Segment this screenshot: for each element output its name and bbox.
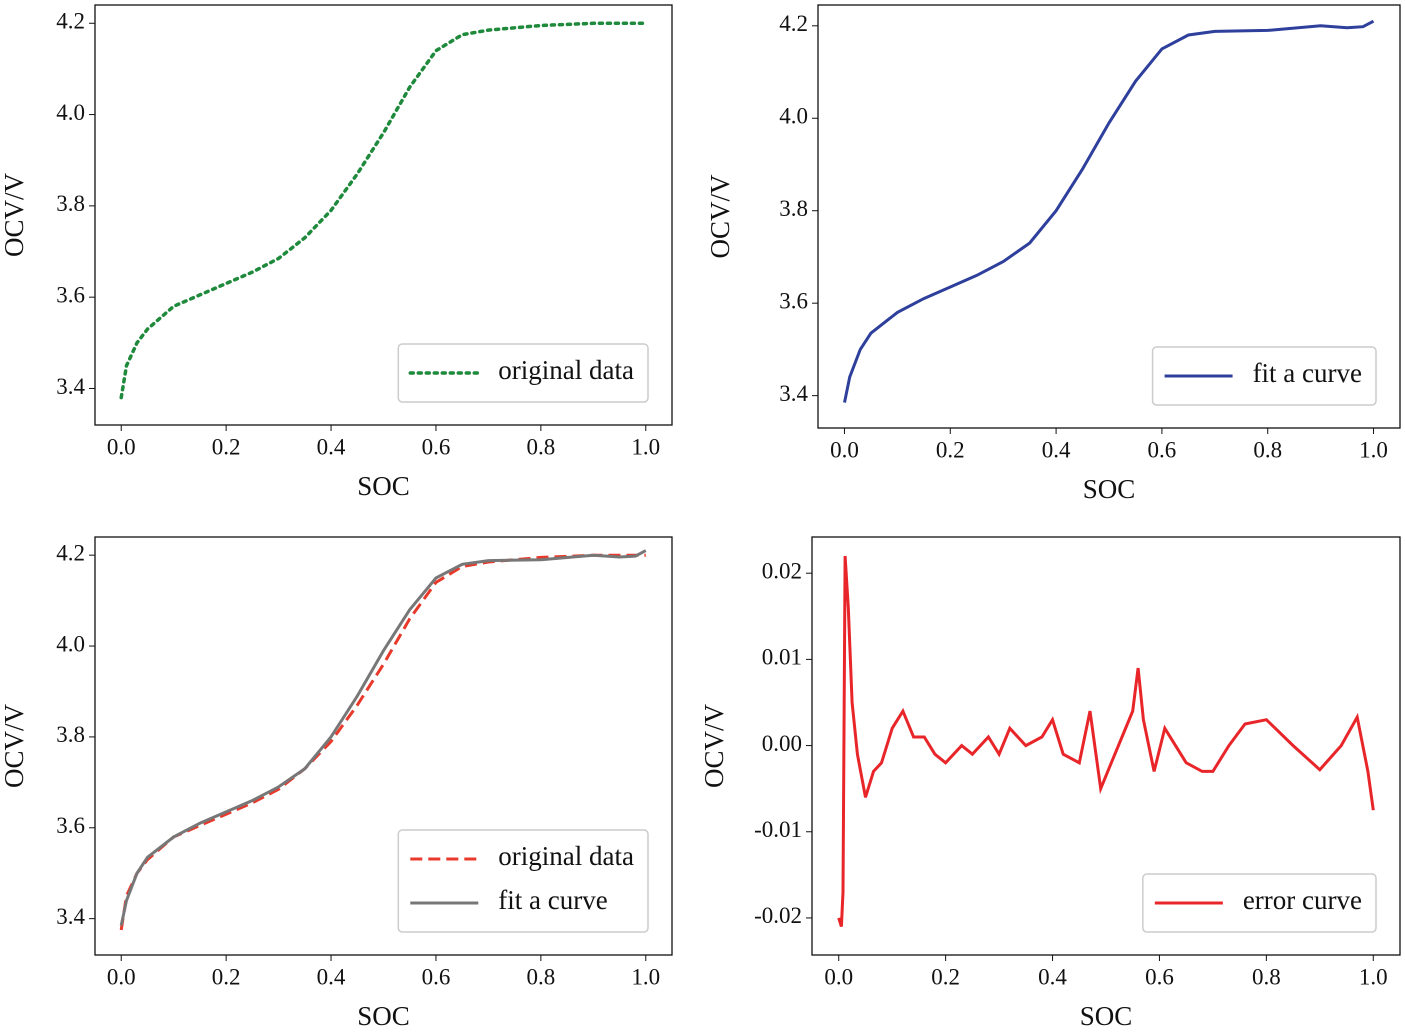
x-tick-label: 1.0	[631, 434, 660, 459]
legend-frame	[1151, 346, 1377, 406]
x-tick-label: 0.2	[936, 437, 965, 462]
y-tick-label: 4.2	[56, 540, 85, 565]
y-tick-label: 4.2	[779, 11, 808, 36]
y-tick-label: 3.4	[56, 904, 85, 929]
x-tick-label: 0.8	[526, 964, 555, 989]
x-tick-label: 0.2	[212, 434, 241, 459]
x-tick-label: 0.6	[1145, 964, 1174, 989]
legend-frame	[397, 829, 649, 933]
x-tick-label: 0.6	[1148, 437, 1177, 462]
y-tick-label: 0.02	[762, 558, 802, 583]
x-tick-label: 0.8	[1253, 437, 1282, 462]
legend-label: fit a curve	[498, 885, 607, 915]
x-axis-label: SOC	[357, 1001, 410, 1031]
y-tick-label: 3.8	[56, 722, 85, 747]
y-tick-label: -0.01	[754, 817, 802, 842]
y-tick-label: 4.0	[56, 100, 85, 125]
x-tick-label: 0.4	[1038, 964, 1067, 989]
y-axis-label: OCV/V	[0, 704, 29, 789]
y-axis-label: OCV/V	[0, 173, 29, 258]
y-tick-label: 4.0	[779, 104, 808, 129]
x-tick-label: 0.4	[317, 964, 346, 989]
data-line	[119, 21, 648, 400]
legend-label: original data	[498, 841, 634, 871]
x-tick-label: 0.4	[1042, 437, 1071, 462]
y-tick-label: -0.02	[754, 903, 802, 928]
legend-label: fit a curve	[1253, 358, 1362, 388]
x-tick-label: 0.8	[526, 434, 555, 459]
y-tick-label: 3.6	[56, 282, 85, 307]
plot-frame	[94, 536, 673, 956]
data-line	[119, 549, 647, 926]
x-axis-label: SOC	[1083, 474, 1136, 504]
legend: original data	[397, 343, 649, 403]
x-tick-label: 0.8	[1252, 964, 1281, 989]
x-tick-label: 1.0	[631, 964, 660, 989]
y-tick-label: 3.4	[779, 381, 808, 406]
y-tick-label: 3.6	[56, 813, 85, 838]
data-line	[837, 555, 1375, 928]
legend-frame	[1142, 873, 1377, 933]
legend: error curve	[1142, 873, 1377, 933]
y-tick-label: 3.8	[56, 191, 85, 216]
legend-label: error curve	[1243, 885, 1362, 915]
x-tick-label: 0.2	[212, 964, 241, 989]
legend: fit a curve	[1151, 346, 1377, 406]
plot-frame	[817, 4, 1401, 429]
y-tick-label: 3.8	[779, 196, 808, 221]
y-tick-label: 3.6	[779, 288, 808, 313]
x-axis-label: SOC	[1080, 1001, 1133, 1031]
x-tick-label: 0.0	[824, 964, 853, 989]
x-axis-label: SOC	[357, 471, 410, 501]
x-tick-label: 0.6	[422, 964, 451, 989]
x-tick-label: 0.4	[317, 434, 346, 459]
x-tick-label: 1.0	[1359, 437, 1388, 462]
legend: original data fit a curve	[397, 829, 649, 933]
legend-frame	[397, 343, 649, 403]
x-tick-label: 0.0	[830, 437, 859, 462]
legend-label: original data	[498, 355, 634, 385]
plot-frame	[94, 4, 673, 426]
y-axis-label: OCV/V	[699, 704, 729, 789]
y-tick-label: 0.01	[762, 645, 802, 670]
data-line	[843, 19, 1375, 403]
y-tick-label: 4.2	[56, 9, 85, 34]
x-tick-label: 0.0	[107, 434, 136, 459]
y-axis-label: OCV/V	[705, 174, 735, 259]
y-tick-label: 0.00	[762, 731, 802, 756]
x-tick-label: 1.0	[1359, 964, 1388, 989]
x-tick-label: 0.2	[931, 964, 960, 989]
y-tick-label: 3.4	[56, 374, 85, 399]
x-tick-label: 0.0	[107, 964, 136, 989]
y-tick-label: 4.0	[56, 631, 85, 656]
x-tick-label: 0.6	[422, 434, 451, 459]
